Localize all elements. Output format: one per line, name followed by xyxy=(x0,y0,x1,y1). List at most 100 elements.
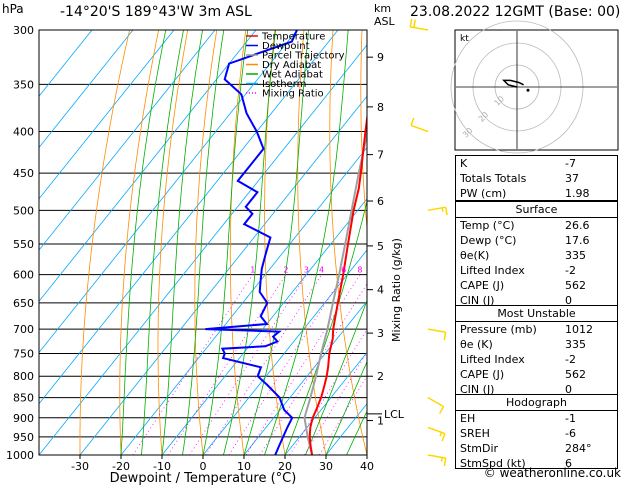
mu-label: Pressure (mb) xyxy=(460,323,537,336)
mixing-ratio-line xyxy=(245,274,361,455)
km-axis-label: km xyxy=(374,2,392,15)
isotherm-line xyxy=(39,30,216,251)
dry-adiabat-line xyxy=(229,30,247,455)
surface-value: 562 xyxy=(565,279,586,292)
surface-row: CIN (J) 0 xyxy=(456,293,617,308)
km-tick-label: 8 xyxy=(377,101,384,114)
isotherm-line xyxy=(243,300,367,455)
mixing-ratio-label: 2 xyxy=(283,266,288,275)
surface-value: 26.6 xyxy=(565,219,590,232)
hodograph-frame xyxy=(454,29,619,151)
mu-value: 0 xyxy=(565,383,572,396)
most-unstable-box: Most Unstable Pressure (mb) 1012 θe (K) 33… xyxy=(455,305,618,397)
km-tick-label: 5 xyxy=(377,240,384,253)
mixing-ratio-axis-title: Mixing Ratio (g/kg) xyxy=(390,238,403,342)
wet-adiabat-line xyxy=(284,199,367,455)
wind-barb xyxy=(427,454,446,459)
wind-barb-flag xyxy=(438,406,445,414)
wind-barb-half xyxy=(440,457,443,462)
hodo-value: -6 xyxy=(565,427,576,440)
index-row-pw: PW (cm) 1.98 xyxy=(456,186,617,201)
wet-adiabat-line xyxy=(202,30,249,455)
mixing-ratio-line xyxy=(189,274,307,455)
pressure-tick-label: 950 xyxy=(13,431,34,444)
surface-label: CAPE (J) xyxy=(460,279,505,292)
hodo-value: 284° xyxy=(565,442,592,455)
hodo-label: StmSpd (kt) xyxy=(460,457,526,470)
km-tick-label: 9 xyxy=(377,51,384,64)
legend-label: Isotherm xyxy=(262,79,306,90)
mu-value: 562 xyxy=(565,368,586,381)
wet-adiabat-line xyxy=(141,30,184,455)
hodograph-unit-label: kt xyxy=(460,34,469,44)
wind-barb-flag xyxy=(409,18,413,28)
pressure-tick-label: 850 xyxy=(13,392,34,405)
wind-barb-flag xyxy=(441,433,446,442)
hodo-row: StmSpd (kt) 6 xyxy=(456,456,617,471)
surface-label: Dewp (°C) xyxy=(460,234,517,247)
wind-barb-half xyxy=(439,432,443,437)
dry-adiabat-line xyxy=(79,30,131,455)
legend-label: Mixing Ratio xyxy=(262,89,324,100)
mu-value: 335 xyxy=(565,338,586,351)
dry-adiabat-line xyxy=(622,18,629,455)
mu-label: θe (K) xyxy=(460,338,493,351)
mu-row: CIN (J) 0 xyxy=(456,382,617,397)
hodograph-stats-box: Hodograph EH -1 SREH -6 StmDir 284° StmSpd … xyxy=(455,394,618,471)
isotherm-line xyxy=(39,30,175,200)
pressure-tick-label: 800 xyxy=(13,370,34,383)
wind-barb-flag xyxy=(443,457,447,467)
mu-row: Lifted Index -2 xyxy=(456,352,617,367)
wet-adiabat-line xyxy=(161,30,204,455)
hodo-row: EH -1 xyxy=(456,411,617,426)
pressure-tick-label: 350 xyxy=(13,78,34,91)
lcl-label: LCL xyxy=(384,408,405,421)
dry-adiabat-line xyxy=(119,30,160,455)
index-row-k: K -7 xyxy=(456,156,617,171)
hodo-value: 6 xyxy=(565,457,572,470)
storm-motion-marker xyxy=(526,88,530,92)
mu-label: CIN (J) xyxy=(460,383,495,396)
mixing-ratio-line xyxy=(304,351,367,455)
pressure-tick-label: 700 xyxy=(13,323,34,336)
hodograph-trace xyxy=(501,79,524,88)
mixing-ratio-line xyxy=(318,375,367,455)
isotherm-line xyxy=(202,249,367,455)
pressure-tick-label: 650 xyxy=(13,297,34,310)
asl-axis-label: ASL xyxy=(374,15,395,28)
dry-adiabat-line xyxy=(360,30,367,233)
pressure-tick-label: 400 xyxy=(13,126,34,139)
dry-adiabat-line xyxy=(264,30,286,455)
credit-text: © weatheronline.co.uk xyxy=(483,466,621,480)
mu-row: θe (K) 335 xyxy=(456,337,617,352)
datetime-title: 23.08.2022 12GMT (Base: 00) xyxy=(410,4,621,20)
hodo-label: SREH xyxy=(460,427,490,440)
pressure-tick-label: 750 xyxy=(13,347,34,360)
wind-barb-flag xyxy=(443,332,447,341)
index-value: 37 xyxy=(565,172,579,185)
pressure-tick-label: 1000 xyxy=(6,449,34,462)
indices-box: K -7 Totals Totals 37 PW (cm) 1.98 xyxy=(455,155,618,201)
wind-barb-flag xyxy=(410,117,415,126)
mu-row: Pressure (mb) 1012 xyxy=(456,322,617,337)
mixing-ratio-label: 4 xyxy=(319,266,324,275)
isotherm-line xyxy=(284,351,367,455)
mu-value: 1012 xyxy=(565,323,593,336)
isotherm-line xyxy=(39,30,339,405)
mixing-ratio-line xyxy=(289,328,367,455)
wind-barb xyxy=(427,426,446,435)
isotherm-line xyxy=(79,95,367,455)
wind-barb xyxy=(427,396,444,408)
legend-label: Temperature xyxy=(261,32,325,43)
mu-label: Lifted Index xyxy=(460,353,525,366)
km-tick-label: 7 xyxy=(377,149,384,162)
hodo-row: StmDir 284° xyxy=(456,441,617,456)
x-tick-label: 20 xyxy=(278,460,292,473)
index-row-totals: Totals Totals 37 xyxy=(456,171,617,186)
mixing-ratio-label: 6 xyxy=(341,266,346,275)
index-label: K xyxy=(460,157,468,170)
hodo-label: StmDir xyxy=(460,442,499,455)
hodo-label: EH xyxy=(460,412,476,425)
temperature-line xyxy=(308,111,367,455)
